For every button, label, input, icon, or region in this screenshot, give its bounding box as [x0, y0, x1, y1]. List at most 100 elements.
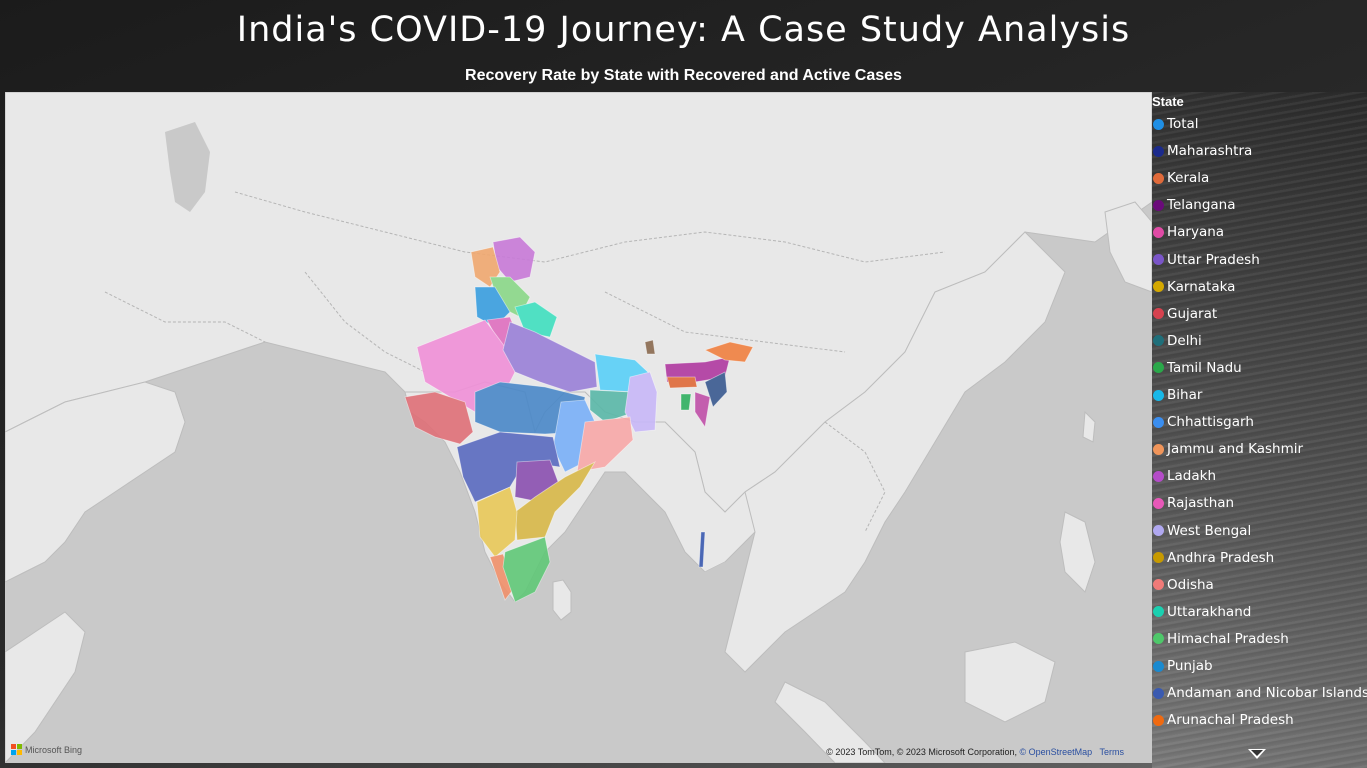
legend-item-label: Himachal Pradesh — [1167, 630, 1289, 647]
legend-item-label: Ladakh — [1167, 468, 1217, 485]
legend-item-label: Gujarat — [1167, 305, 1218, 322]
legend-item[interactable]: Bihar — [1152, 385, 1202, 405]
terms-link[interactable]: Terms — [1099, 747, 1125, 757]
legend-item[interactable]: Himachal Pradesh — [1152, 629, 1289, 649]
legend-swatch-icon — [1153, 606, 1164, 618]
state-andaman-and-nicobar-islands — [698, 531, 706, 568]
copyright-text: © 2023 TomTom, © 2023 Microsoft Corporat… — [826, 747, 1017, 757]
land-arabia — [5, 381, 186, 583]
bing-attribution[interactable]: Microsoft Bing — [11, 744, 82, 755]
legend-item[interactable]: Uttar Pradesh — [1152, 250, 1260, 270]
legend-swatch-icon — [1153, 389, 1164, 401]
legend-swatch-icon — [1153, 308, 1164, 320]
persian-gulf — [195, 392, 265, 432]
legend-item-label: Telangana — [1167, 197, 1236, 214]
legend-swatch-icon — [1153, 362, 1164, 374]
legend-swatch-icon — [1153, 633, 1164, 645]
legend-item-label: Bihar — [1167, 387, 1203, 403]
legend-item[interactable]: Kerala — [1152, 168, 1209, 188]
legend-item[interactable]: Haryana — [1152, 222, 1224, 242]
legend-item-label: Arunachal Pradesh — [1167, 712, 1294, 729]
legend-item-label: Punjab — [1167, 658, 1213, 674]
legend-item[interactable]: Gujarat — [1152, 304, 1217, 324]
microsoft-logo-icon — [11, 744, 22, 755]
legend-item[interactable]: Andhra Pradesh — [1152, 548, 1274, 568]
legend-item[interactable]: Ladakh — [1152, 466, 1216, 486]
legend-item-label: Chhattisgarh — [1167, 414, 1254, 431]
legend-item[interactable]: Jammu and Kashmir — [1152, 439, 1303, 459]
land-japan-korea — [1104, 201, 1152, 293]
legend-swatch-icon — [1153, 579, 1164, 591]
border-line — [104, 291, 266, 343]
land-taiwan — [1082, 410, 1096, 443]
border-line — [604, 291, 846, 353]
bing-label: Microsoft Bing — [25, 744, 83, 755]
state-odisha — [576, 416, 634, 473]
legend-item-label: West Bengal — [1167, 522, 1252, 539]
land-borneo — [964, 641, 1056, 723]
legend-item[interactable]: Tamil Nadu — [1152, 358, 1242, 378]
legend-swatch-icon — [1153, 335, 1164, 347]
legend-swatch-icon — [1153, 687, 1164, 699]
legend-swatch-icon — [1153, 470, 1164, 482]
page-title: India's COVID-19 Journey: A Case Study A… — [236, 10, 1131, 50]
state-tripura-mizoram — [694, 391, 711, 429]
legend-swatch-icon — [1153, 199, 1164, 211]
legend-item[interactable]: West Bengal — [1152, 521, 1251, 541]
legend-item[interactable]: Andaman and Nicobar Islands — [1152, 683, 1367, 703]
legend-item-label: Jammu and Kashmir — [1167, 441, 1304, 458]
legend-swatch-icon — [1153, 172, 1164, 184]
legend-item[interactable]: Delhi — [1152, 331, 1202, 351]
state-uttar-pradesh — [502, 321, 598, 393]
land-sumatra — [774, 681, 886, 763]
map-copyright: © 2023 TomTom, © 2023 Microsoft Corporat… — [826, 747, 1124, 757]
legend-swatch-icon — [1153, 552, 1164, 564]
legend-swatch-icon — [1153, 714, 1164, 726]
map-canvas[interactable] — [5, 92, 1152, 763]
legend: State Total Maharashtra Kerala Telangana Har… — [1152, 92, 1367, 768]
legend-swatch-icon — [1153, 145, 1164, 157]
border-line — [304, 271, 426, 373]
state-karnataka — [476, 486, 518, 558]
legend-item-label: Rajasthan — [1167, 495, 1235, 512]
legend-item[interactable]: Arunachal Pradesh — [1152, 710, 1294, 730]
state-sikkim — [644, 339, 656, 355]
legend-swatch-icon — [1153, 416, 1164, 428]
legend-item[interactable]: Chhattisgarh — [1152, 412, 1254, 432]
legend-item[interactable]: Odisha — [1152, 575, 1214, 595]
legend-swatch-icon — [1153, 118, 1164, 130]
legend-item-label: Maharashtra — [1167, 143, 1253, 160]
legend-item-label: Andaman and Nicobar Islands — [1167, 685, 1367, 702]
openstreetmap-link[interactable]: © OpenStreetMap — [1019, 747, 1093, 757]
land-africa-horn — [5, 611, 86, 763]
legend-item[interactable]: Rajasthan — [1152, 493, 1234, 513]
state-west-bengal — [624, 371, 658, 433]
legend-item-label: Delhi — [1167, 332, 1202, 349]
bay-of-bengal-edge — [675, 562, 735, 612]
legend-item-label: Tamil Nadu — [1167, 359, 1242, 376]
legend-item[interactable]: Telangana — [1152, 195, 1236, 215]
map-visual[interactable]: Microsoft Bing © 2023 TomTom, © 2023 Mic… — [5, 92, 1152, 763]
legend-swatch-icon — [1153, 281, 1164, 293]
legend-swatch-icon — [1153, 254, 1164, 265]
caspian-sea — [165, 122, 210, 212]
legend-item[interactable]: Maharashtra — [1152, 141, 1252, 161]
map-subtitle: Recovery Rate by State with Recovered an… — [465, 67, 902, 84]
legend-swatch-icon — [1153, 226, 1164, 238]
legend-item[interactable]: Total — [1152, 114, 1199, 134]
legend-scroll-down-icon[interactable] — [1248, 749, 1266, 759]
legend-item[interactable]: Uttarakhand — [1152, 602, 1251, 622]
legend-item[interactable]: Punjab — [1152, 656, 1213, 676]
state-jharkhand — [589, 389, 636, 423]
state-tripura — [680, 393, 692, 411]
legend-item-label: Kerala — [1167, 170, 1210, 187]
legend-item-label: Odisha — [1167, 576, 1214, 593]
land-sri-lanka — [552, 579, 572, 621]
state-arunachal-pradesh — [703, 341, 754, 363]
legend-item[interactable]: Karnataka — [1152, 277, 1235, 297]
legend-item-label: Uttar Pradesh — [1167, 251, 1260, 268]
legend-title: State — [1152, 94, 1184, 109]
legend-item-label: Haryana — [1167, 224, 1225, 241]
background-texture — [1152, 92, 1367, 768]
legend-swatch-icon — [1153, 443, 1164, 455]
